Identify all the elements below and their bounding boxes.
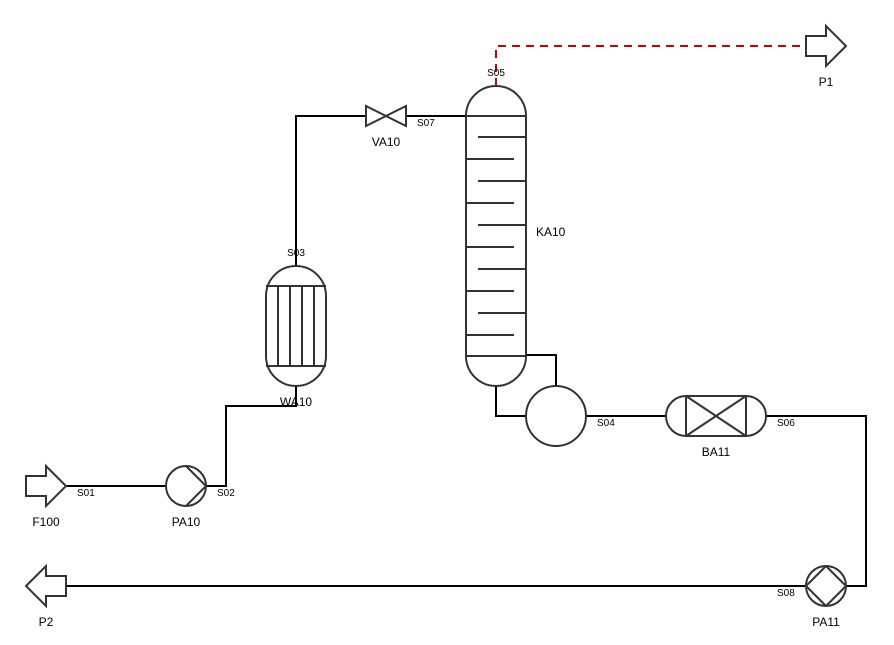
stream-label-s06: S06 [777, 418, 795, 429]
pump-pa10 [165, 465, 208, 507]
stream-label-s02: S02 [217, 488, 235, 499]
label-product1: P1 [819, 75, 834, 89]
label-vessel: BA11 [702, 445, 731, 459]
pipe-s06 [766, 415, 867, 587]
reboiler-drum [525, 385, 587, 447]
pump-pa11 [804, 565, 847, 607]
vessel-ba11 [665, 395, 767, 437]
label-valve: VA10 [372, 135, 401, 149]
heat-exchanger-wa10 [265, 265, 327, 387]
stream-label-s04: S04 [597, 418, 615, 429]
product-p2-arrow-icon [24, 563, 67, 609]
pipe-s02 [206, 386, 297, 487]
stream-label-s01: S01 [77, 488, 95, 499]
feed-arrow-icon [25, 463, 68, 509]
product-p1-arrow-icon [805, 23, 848, 69]
pipe-s03 [295, 115, 366, 266]
pipe-reboiler-return [526, 354, 557, 386]
label-feed: F100 [32, 515, 60, 529]
stream-label-s07: S07 [417, 118, 435, 129]
label-exchanger: WA10 [280, 395, 313, 409]
label-product2: P2 [39, 615, 54, 629]
signal-s05 [495, 45, 806, 86]
label-column: KA10 [536, 225, 566, 239]
column-ka10 [465, 85, 527, 387]
label-pump1: PA10 [172, 515, 201, 529]
valve-va10 [365, 104, 407, 128]
pipe-column-bottom [495, 386, 526, 417]
stream-label-s08: S08 [777, 588, 795, 599]
stream-label-s05: S05 [487, 68, 505, 79]
stream-label-s03: S03 [287, 248, 305, 259]
label-pump2: PA11 [812, 615, 840, 629]
